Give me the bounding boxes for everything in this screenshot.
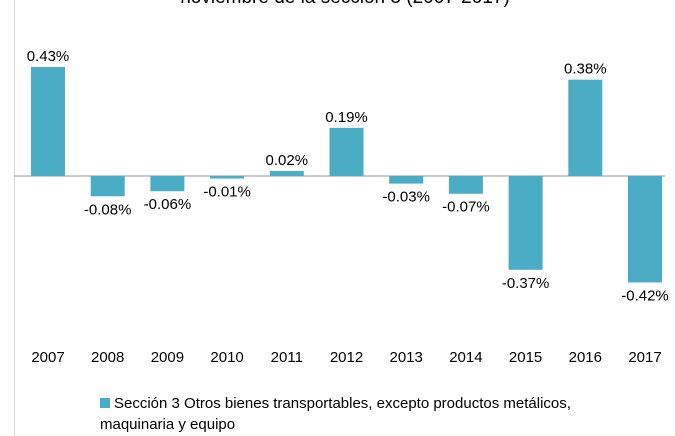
x-tick-label: 2007 [31,349,64,366]
data-label: -0.03% [382,189,430,206]
x-tick-label: 2016 [569,349,602,366]
x-tick-label: 2011 [271,349,303,366]
legend-swatch [100,398,110,408]
data-label: 0.43% [27,48,70,65]
chart-title: noviembre de la sección 3 (2007-2017) [180,0,510,8]
data-label: 0.02% [266,152,309,169]
bar [628,176,662,283]
bar [389,176,424,184]
x-tick-label: 2010 [210,349,243,366]
bar [329,127,364,176]
x-tick-label: 2017 [628,349,661,366]
x-tick-label: 2008 [91,349,124,366]
bar [508,176,543,270]
data-label: 0.38% [564,61,607,78]
x-tick-label: 2015 [509,349,542,366]
x-tick-label: 2012 [330,349,363,366]
data-label: -0.08% [84,201,132,218]
legend: Sección 3 Otros bienes transportables, e… [100,393,640,435]
data-label: -0.06% [144,196,192,213]
legend-label: Sección 3 Otros bienes transportables, e… [100,395,571,433]
bar [150,176,185,192]
data-label: -0.42% [621,287,669,304]
bar [568,79,603,176]
data-label: -0.37% [502,275,550,292]
x-tick-label: 2014 [449,349,482,366]
data-label: -0.07% [442,199,490,216]
x-tick-label: 2013 [390,349,423,366]
x-tick-label: 2009 [151,349,184,366]
data-label: -0.01% [203,184,251,201]
bar [31,67,65,176]
bar [210,176,245,179]
data-label: 0.19% [325,109,368,126]
bar [90,176,125,197]
bar [448,176,483,194]
bar [269,170,304,176]
